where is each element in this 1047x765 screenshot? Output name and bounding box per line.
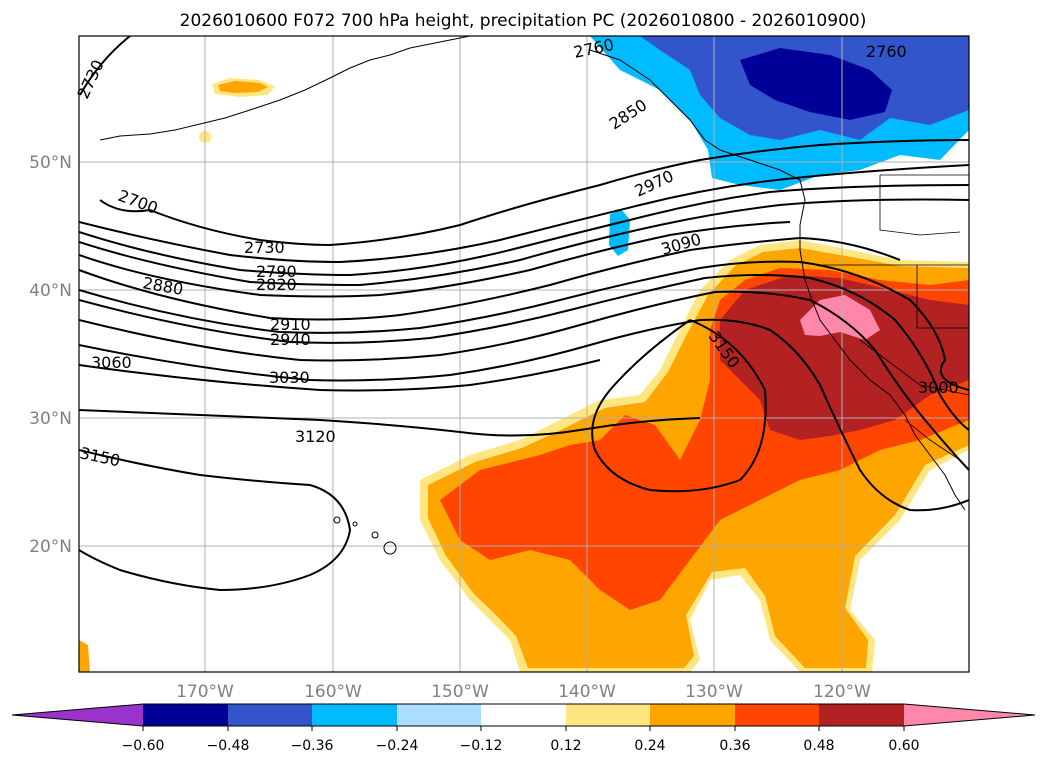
colorbar-segment (650, 704, 735, 726)
lon-label: 160°W (304, 682, 362, 702)
contour-label: 2910 (270, 315, 311, 334)
colorbar-right-extension (904, 704, 1035, 726)
lon-label: 140°W (558, 682, 616, 702)
precip-shading (79, 36, 969, 672)
colorbar-tick-label: −0.48 (207, 738, 250, 754)
lat-label: 40°N (29, 281, 72, 301)
colorbar-tick-label: −0.12 (460, 738, 503, 754)
lon-label: 170°W (176, 682, 234, 702)
colorbar-tick-label: 0.48 (803, 738, 834, 754)
precip-patch-west-inner (218, 81, 268, 93)
precip-positive-darkred (720, 275, 969, 440)
colorbar-tick-label: 0.12 (550, 738, 581, 754)
contour-label: 2730 (244, 238, 285, 257)
colorbar-segment (397, 704, 481, 726)
figure-title: 2026010600 F072 700 hPa height, precipit… (180, 11, 867, 31)
colorbar-segment (735, 704, 819, 726)
contour-label: 3030 (269, 368, 310, 387)
colorbar-tick-label: 0.60 (888, 738, 919, 754)
map-frame (78, 35, 970, 673)
contour-label: 3000 (918, 378, 959, 397)
contour-label: 2820 (256, 275, 297, 294)
colorbar-segment (481, 704, 566, 726)
lat-labels: 50°N 40°N 30°N 20°N (29, 153, 72, 557)
colorbar-segment (312, 704, 397, 726)
contour-label: 2760 (866, 42, 907, 61)
coastlines (99, 36, 969, 555)
precip-patch-sw (79, 640, 90, 672)
colorbar-tick-label: −0.36 (291, 738, 334, 754)
lat-label: 20°N (29, 537, 72, 557)
lon-label: 150°W (431, 682, 489, 702)
colorbar-tick-label: −0.24 (376, 738, 419, 754)
colorbar-segment (566, 704, 650, 726)
lon-label: 130°W (685, 682, 743, 702)
lon-labels: 170°W 160°W 150°W 140°W 130°W 120°W (176, 682, 871, 702)
colorbar-tick-label: 0.36 (719, 738, 750, 754)
lat-label: 30°N (29, 409, 72, 429)
colorbar-tick-label: −0.60 (122, 738, 165, 754)
colorbar-ticks (142, 726, 905, 731)
gridlines (79, 36, 969, 672)
lon-label: 120°W (813, 682, 871, 702)
lat-label: 50°N (29, 153, 72, 173)
contour-label: 2790 (256, 262, 297, 281)
contour-label: 2940 (270, 330, 311, 349)
colorbar: −0.60 −0.48 −0.36 −0.24 −0.12 0.12 0.24 … (11, 703, 1036, 754)
colorbar-segment (143, 704, 228, 726)
precip-negative-dark (740, 48, 892, 120)
contour-label: 3060 (91, 353, 132, 372)
colorbar-tick-label: 0.24 (634, 738, 665, 754)
colorbar-segment (228, 704, 312, 726)
colorbar-segment (819, 704, 904, 726)
map-panel: 2730 2760 2760 2850 2700 2970 2730 3090 … (29, 35, 970, 702)
colorbar-left-extension (12, 704, 143, 726)
height-contours (79, 36, 969, 592)
contour-label: 3120 (295, 427, 336, 446)
colorbar-tick-labels: −0.60 −0.48 −0.36 −0.24 −0.12 0.12 0.24 … (122, 738, 920, 754)
